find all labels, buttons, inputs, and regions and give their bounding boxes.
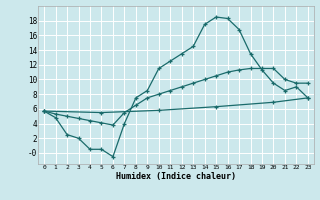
X-axis label: Humidex (Indice chaleur): Humidex (Indice chaleur): [116, 172, 236, 181]
